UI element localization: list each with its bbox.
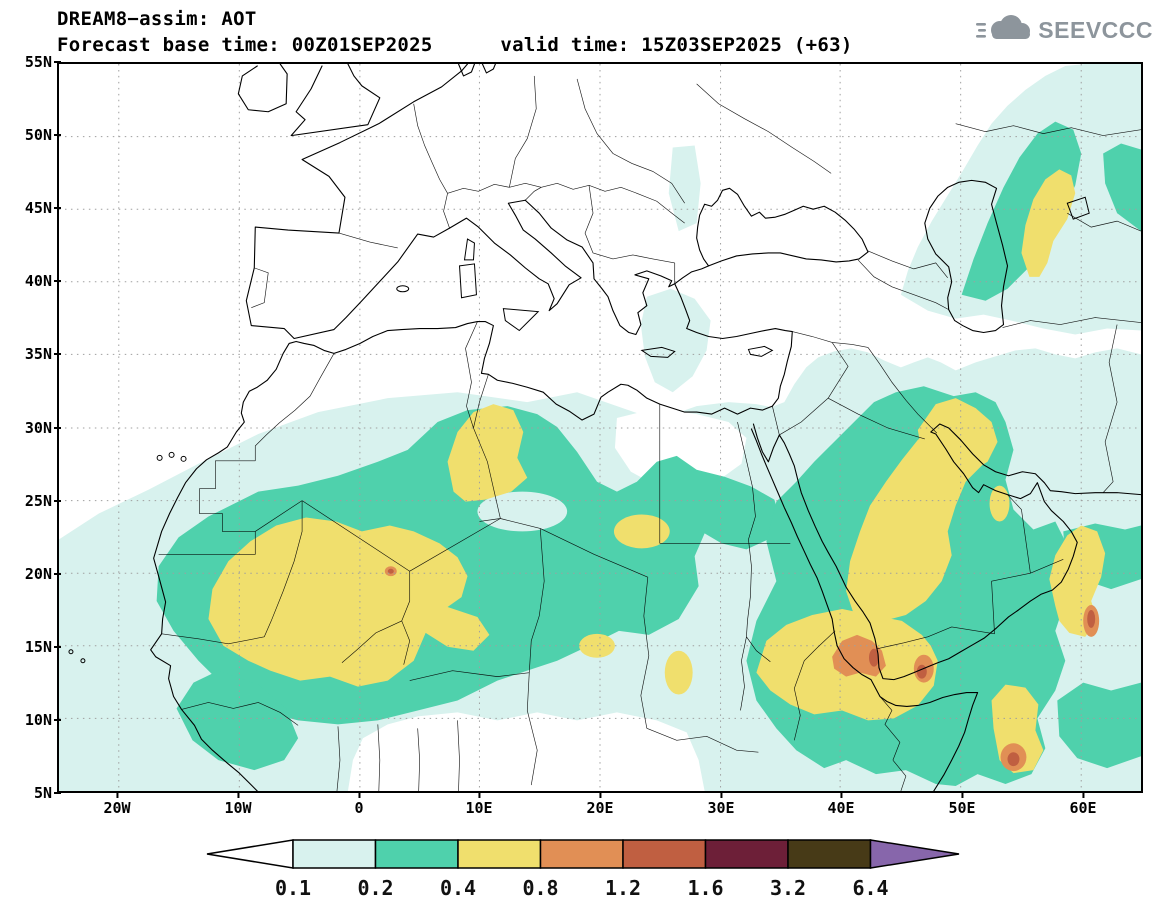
plot-header: DREAM8−assim: AOT Forecast base time: 00… <box>57 6 853 58</box>
borders-caucasus-centralasia <box>857 123 1141 493</box>
valid-time: valid time: 15Z03SEP2025 (+63) <box>500 34 853 56</box>
aot-region-caspian-green <box>961 121 1082 301</box>
coast-iberia-france <box>245 64 469 340</box>
island-cyprus <box>747 345 774 357</box>
lon-tick-label: 0 <box>354 799 364 817</box>
coast-balkans-greece <box>524 199 710 336</box>
aot-region-wsahara-yellow <box>208 517 490 687</box>
lon-tick-label: 60E <box>1069 799 1097 817</box>
coastlines <box>68 64 1141 791</box>
borders-central-east-africa <box>181 404 907 791</box>
plot-subtitle: Forecast base time: 00Z01SEP2025 valid t… <box>57 32 853 58</box>
aot-region-ukraine-streak <box>668 145 701 232</box>
color-legend: 0.1 0.2 0.4 0.8 1.2 1.6 3.2 6.4 <box>203 838 963 906</box>
clear-region-egypt-coast <box>614 408 747 490</box>
lat-tick-label: 35N <box>6 345 52 363</box>
coast-britain <box>290 64 381 137</box>
legend-segment <box>621 839 706 869</box>
lat-tick-label: 15N <box>6 638 52 656</box>
lon-tick-label: 10E <box>465 799 493 817</box>
legend-tick-label: 0.4 <box>439 876 475 900</box>
aot-region-iraq-yellow <box>917 398 998 472</box>
island-sardinia <box>458 263 477 299</box>
map-frame <box>57 62 1143 793</box>
borders-nw-africa <box>158 321 541 665</box>
lat-tick-label: 40N <box>6 272 52 290</box>
forecast-map <box>59 64 1141 791</box>
coast-italy <box>449 199 582 312</box>
lat-tick-label: 10N <box>6 711 52 729</box>
lat-tick-label: 5N <box>6 784 52 802</box>
island-crete <box>640 346 676 358</box>
island-balearic <box>396 285 410 293</box>
legend-segment <box>456 839 541 869</box>
legend-segment <box>374 839 459 869</box>
lat-tick-label: 55N <box>6 53 52 71</box>
lat-tick-label: 30N <box>6 419 52 437</box>
coast-turkey-levant-north-africa <box>150 283 793 791</box>
lon-tick-label: 30E <box>707 799 735 817</box>
logo-text: SEEVCCC <box>1038 16 1153 43</box>
legend-segment <box>539 839 624 869</box>
legend-tick-label: 3.2 <box>769 876 805 900</box>
island-sicily <box>502 308 540 332</box>
river-nile <box>737 421 771 711</box>
lon-tick-label: 10W <box>224 799 252 817</box>
legend-segment <box>704 839 789 869</box>
forecast-base-time: Forecast base time: 00Z01SEP2025 <box>57 34 433 56</box>
coast-redsea-somalia <box>750 428 979 791</box>
lon-tick-label: 40E <box>827 799 855 817</box>
lat-tick-label: 20N <box>6 565 52 583</box>
legend-tick-label: 1.6 <box>687 876 723 900</box>
lon-tick-label: 50E <box>948 799 976 817</box>
lon-tick-label: 20E <box>586 799 614 817</box>
lon-tick-label: 20W <box>103 799 131 817</box>
legend-segment <box>786 839 871 869</box>
legend-tick-label: 0.2 <box>357 876 393 900</box>
seevccc-logo: SEEVCCC <box>976 12 1153 48</box>
borders-middle-east <box>772 331 1064 650</box>
aot-region-aegean <box>640 288 711 393</box>
plot-title: DREAM8−assim: AOT <box>57 8 257 30</box>
cloud-icon <box>976 15 1031 39</box>
country-borders <box>158 75 1141 791</box>
lat-tick-label: 45N <box>6 199 52 217</box>
coast-black-sea <box>696 187 869 267</box>
legend-arrow-right <box>869 839 959 869</box>
legend-tick-label: 6.4 <box>852 876 888 900</box>
legend-arrow-left <box>206 839 294 869</box>
legend-segment <box>291 839 376 869</box>
lat-tick-label: 25N <box>6 492 52 510</box>
coast-arabia <box>752 423 1141 681</box>
coast-aral <box>1066 196 1090 220</box>
legend-tick-label: 1.2 <box>604 876 640 900</box>
legend-tick-label: 0.1 <box>274 876 310 900</box>
coast-caspian <box>924 179 1009 334</box>
aot-region-arabia-yellow <box>846 420 988 625</box>
borders-europe <box>251 75 832 308</box>
aot-region-caucasus-yellow <box>1021 169 1076 277</box>
lat-tick-label: 50N <box>6 126 52 144</box>
coast-ireland <box>237 64 288 113</box>
legend-tick-label: 0.8 <box>522 876 558 900</box>
island-corsica <box>463 238 475 261</box>
